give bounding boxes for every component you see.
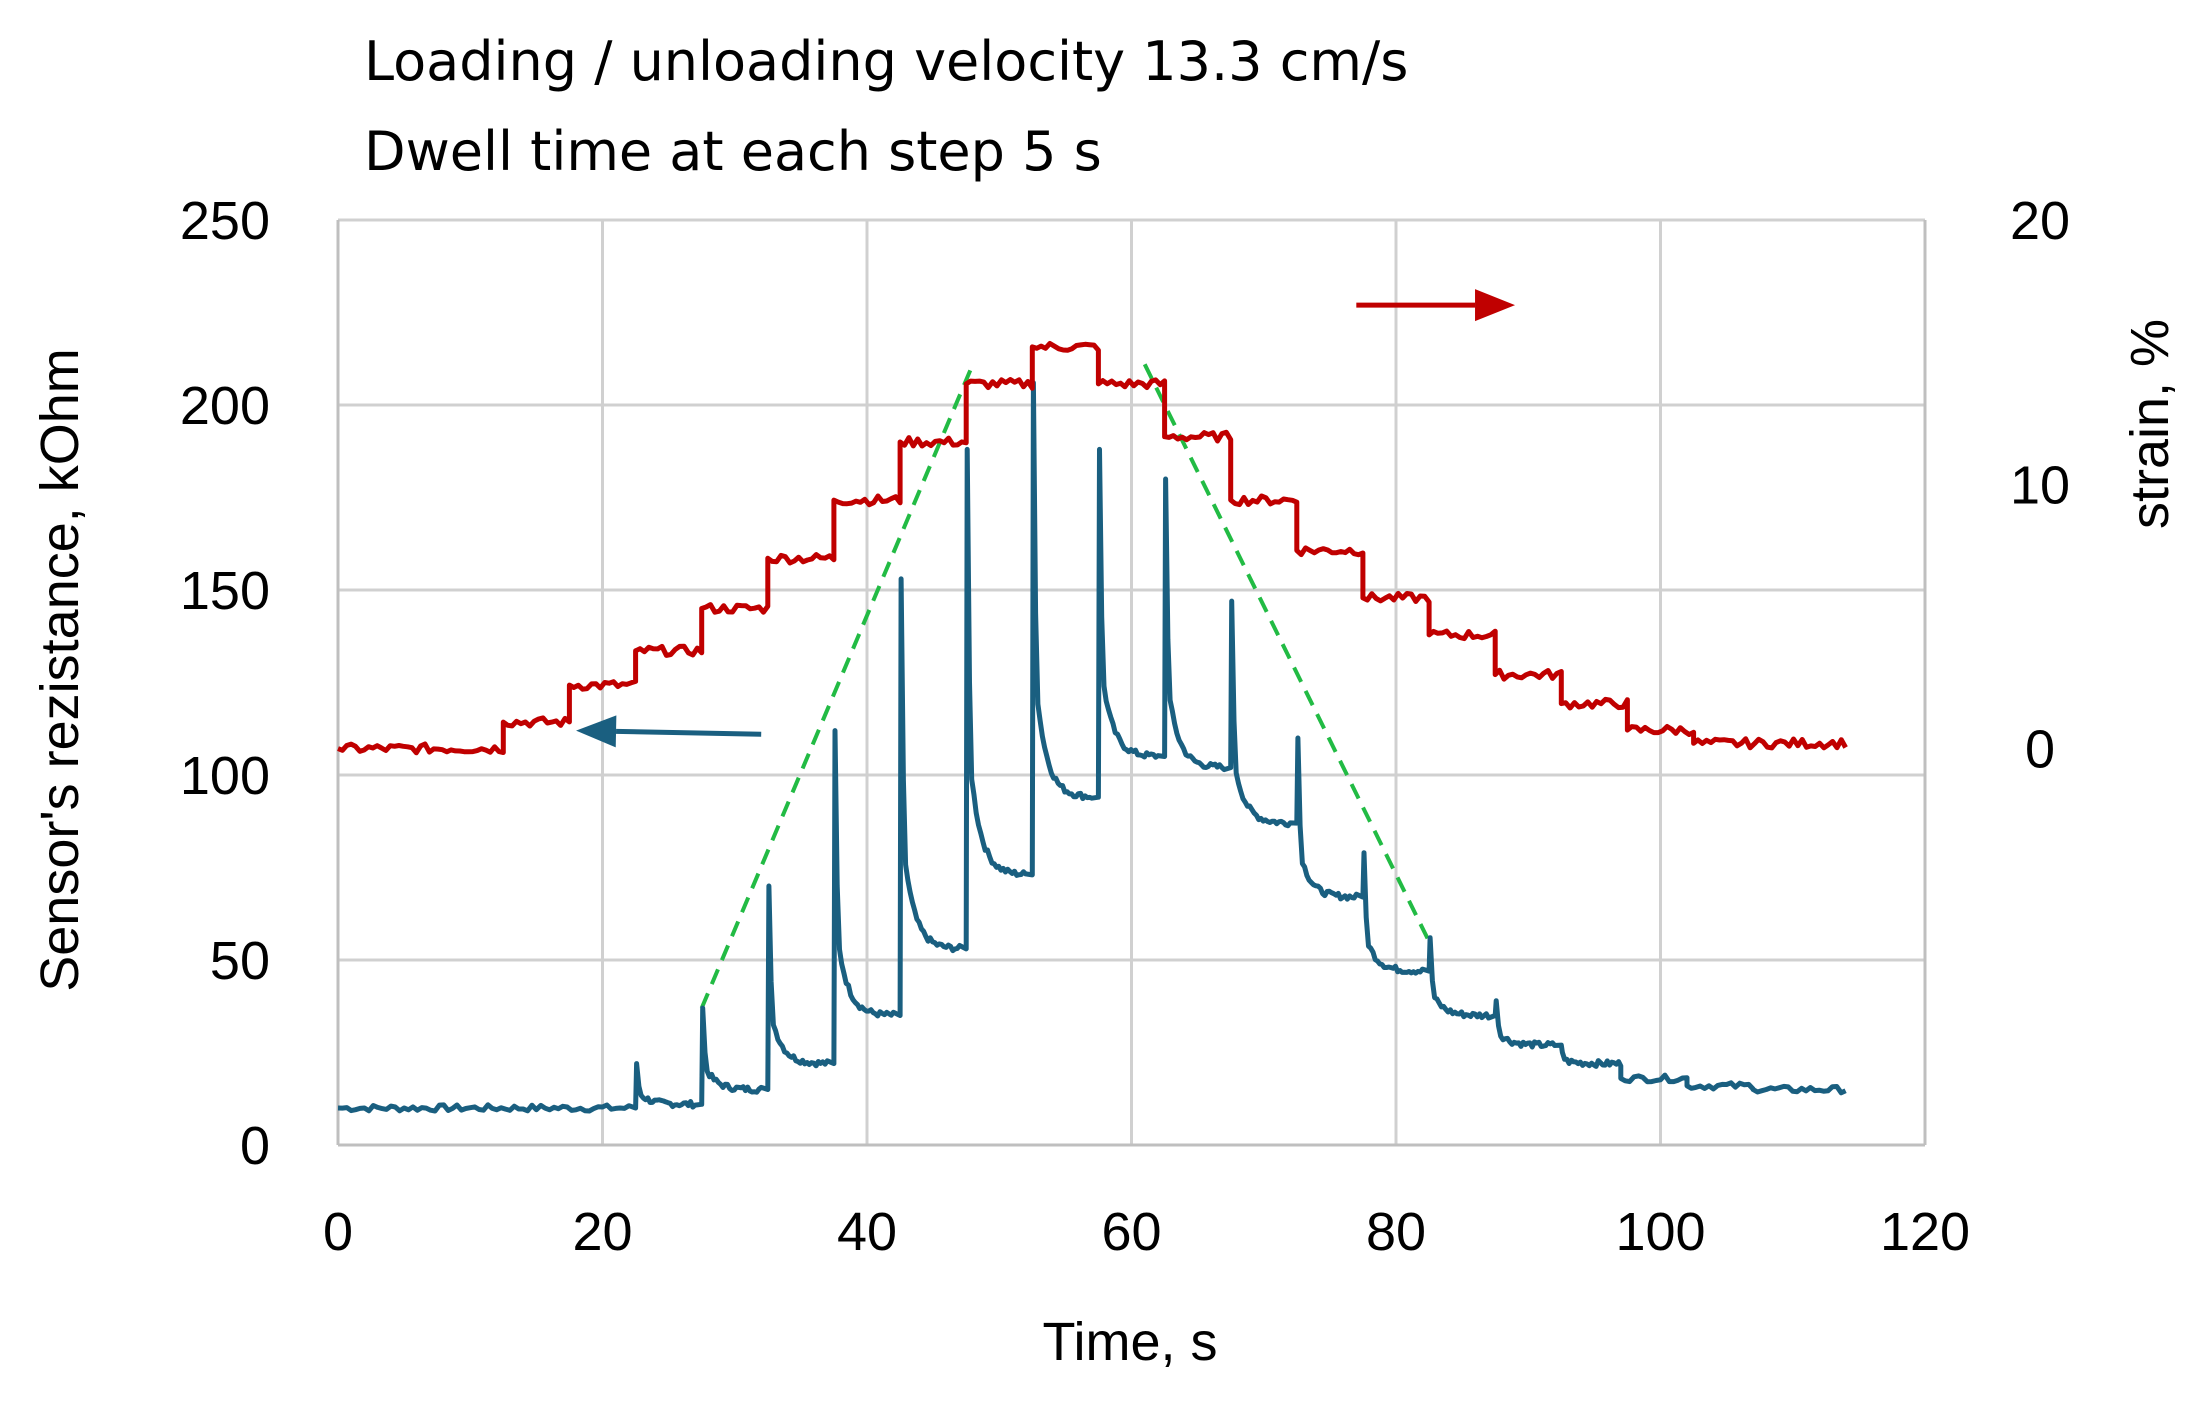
tick-labels: 0 20 40 60 80 100 120 0 50 100 150 200 250 0 10 20 (180, 191, 2070, 1262)
arrow-right-head (1475, 289, 1516, 322)
resistance-series-line (337, 380, 1847, 1114)
y-tick-label: 100 (180, 746, 270, 806)
guide-rising (699, 363, 975, 1009)
x-axis-title: Time, s (1043, 1312, 1218, 1372)
y-tick-label: 0 (240, 1116, 270, 1176)
axes (336, 220, 1927, 1147)
arrows (576, 289, 1516, 748)
arrow-left-head (576, 715, 617, 748)
x-tick-label: 100 (1615, 1202, 1705, 1262)
x-tick-label: 0 (323, 1202, 353, 1262)
y-tick-label: 50 (210, 931, 270, 991)
y2-axis-title: strain, % (2120, 319, 2180, 529)
y2-tick-label: 10 (2010, 455, 2070, 515)
arrow-left-shaft (615, 728, 762, 737)
y-tick-label: 150 (180, 561, 270, 621)
guide-falling (1142, 363, 1431, 943)
series-layer (337, 341, 1848, 1114)
y2-tick-label: 0 (2025, 720, 2055, 780)
y-tick-label: 200 (180, 376, 270, 436)
x-tick-label: 60 (1101, 1202, 1161, 1262)
strain-series-line (337, 341, 1848, 756)
x-tick-label: 40 (837, 1202, 897, 1262)
x-tick-label: 120 (1880, 1202, 1970, 1262)
y-tick-label: 250 (180, 191, 270, 251)
y-axis-title: Sensor's rezistance, kOhm (30, 348, 90, 992)
x-tick-label: 80 (1366, 1202, 1426, 1262)
annotation-velocity: Loading / unloading velocity 13.3 cm/s (364, 30, 1409, 93)
guide-lines (699, 363, 1431, 1009)
x-tick-label: 20 (572, 1202, 632, 1262)
annotation-dwell-time: Dwell time at each step 5 s (364, 120, 1102, 183)
grid (338, 218, 1927, 1145)
y2-tick-label: 20 (2010, 191, 2070, 251)
